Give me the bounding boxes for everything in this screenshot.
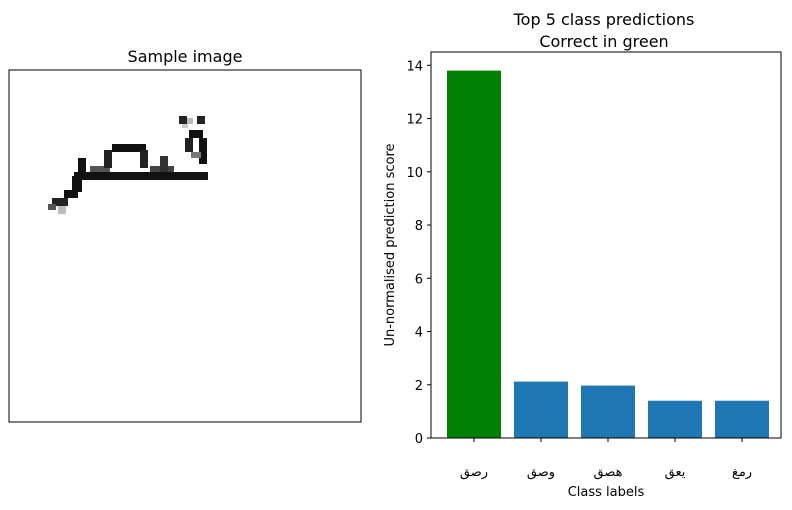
bar-2 xyxy=(514,381,568,438)
y-tick-label: 0 xyxy=(415,432,423,447)
bar-3 xyxy=(581,385,635,438)
bar-5 xyxy=(715,400,769,438)
sample-image-title: Sample image xyxy=(128,47,243,66)
chart-title: Top 5 class predictions xyxy=(513,10,695,29)
handwritten-arabic-word-pixel-art xyxy=(48,116,208,214)
y-tick-label: 4 xyxy=(415,326,423,341)
x-axis-label: Class labels xyxy=(568,485,645,500)
x-ticks-group: رصق وصق هصق يعق رمغ xyxy=(460,438,752,480)
y-tick-label: 8 xyxy=(415,219,423,234)
sample-image-frame xyxy=(8,69,362,423)
y-tick-label: 14 xyxy=(406,59,423,74)
prediction-bar-chart: Top 5 class predictions Correct in green… xyxy=(383,10,782,500)
bar-4 xyxy=(648,400,702,438)
y-tick-label: 12 xyxy=(406,113,423,128)
y-axis-label: Un-normalised prediction score xyxy=(383,143,398,346)
x-tick-label: هصق xyxy=(594,465,623,480)
x-tick-label: يعق xyxy=(665,465,686,480)
chart-subtitle: Correct in green xyxy=(539,32,668,51)
x-tick-label: رصق xyxy=(460,465,488,480)
x-tick-label: وصق xyxy=(527,465,555,480)
y-ticks-group: 0 2 4 6 8 10 12 14 xyxy=(406,59,431,447)
bar-1 xyxy=(447,70,501,438)
bars-group xyxy=(447,70,769,438)
sample-image-panel: Sample image xyxy=(8,47,362,423)
y-tick-label: 2 xyxy=(415,379,423,394)
y-tick-label: 10 xyxy=(406,166,423,181)
y-tick-label: 6 xyxy=(415,272,423,287)
x-tick-label: رمغ xyxy=(732,465,752,480)
plot-area-frame xyxy=(430,51,782,439)
